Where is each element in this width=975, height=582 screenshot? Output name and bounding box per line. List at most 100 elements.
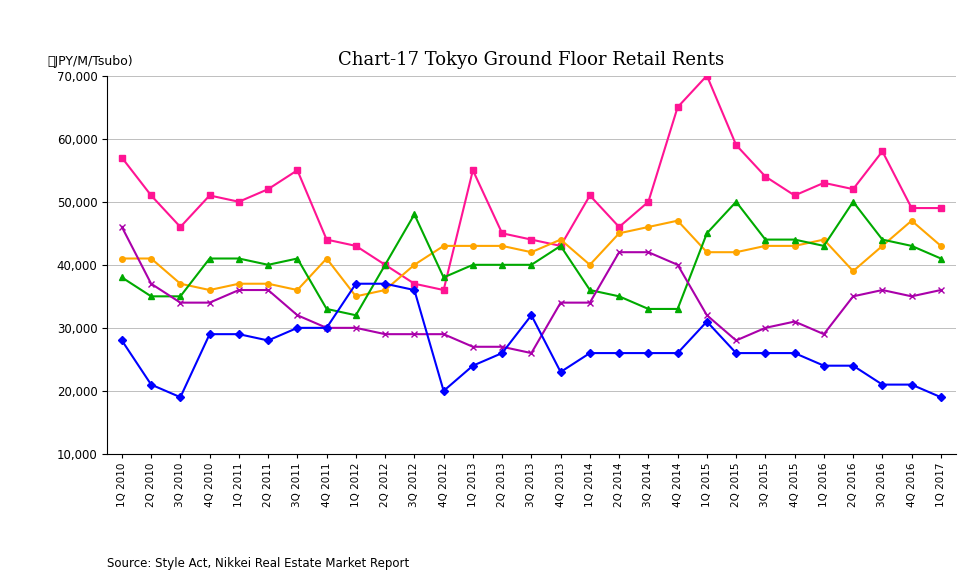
Omotesando [467,242,479,249]
Ikebukuro [701,318,713,325]
Shibuya [526,350,537,357]
Ginza [701,72,713,79]
Shinjuku [760,236,771,243]
Line: Shibuya: Shibuya [119,224,944,356]
Shinjuku [847,198,859,205]
Shibuya [379,331,391,338]
Ikebukuro [847,362,859,369]
Shinjuku [233,255,245,262]
Omotesando [438,242,449,249]
Ikebukuro [116,337,128,344]
Omotesando [145,255,157,262]
Shinjuku [672,306,683,313]
Shinjuku [175,293,186,300]
Ikebukuro [438,388,449,395]
Ikebukuro [350,281,362,288]
Shinjuku [526,261,537,268]
Omotesando [233,281,245,288]
Ikebukuro [409,286,420,293]
Shibuya [818,331,830,338]
Omotesando [760,242,771,249]
Shibuya [409,331,420,338]
Line: Ginza: Ginza [119,73,944,293]
Ikebukuro [526,312,537,319]
Shinjuku [584,286,596,293]
Shibuya [613,249,625,255]
Shibuya [847,293,859,300]
Omotesando [409,261,420,268]
Omotesando [701,249,713,255]
Ginza [379,261,391,268]
Ginza [672,104,683,111]
Shibuya [906,293,917,300]
Ikebukuro [584,350,596,357]
Ginza [233,198,245,205]
Shibuya [292,312,303,319]
Omotesando [584,261,596,268]
Omotesando [847,268,859,275]
Ginza [438,286,449,293]
Omotesando [116,255,128,262]
Omotesando [292,286,303,293]
Ikebukuro [292,324,303,331]
Ginza [526,236,537,243]
Ikebukuro [379,281,391,288]
Ginza [321,236,332,243]
Shinjuku [262,261,274,268]
Ginza [350,242,362,249]
Shibuya [145,281,157,288]
Shibuya [496,343,508,350]
Omotesando [935,242,947,249]
Text: Source: Style Act, Nikkei Real Estate Market Report: Source: Style Act, Nikkei Real Estate Ma… [107,558,410,570]
Omotesando [906,217,917,224]
Title: Chart-17 Tokyo Ground Floor Retail Rents: Chart-17 Tokyo Ground Floor Retail Rents [338,51,724,69]
Shinjuku [877,236,888,243]
Ginza [292,166,303,173]
Ginza [818,179,830,186]
Ginza [496,230,508,237]
Shibuya [730,337,742,344]
Shibuya [262,286,274,293]
Omotesando [789,242,800,249]
Omotesando [496,242,508,249]
Shibuya [175,299,186,306]
Ginza [116,154,128,161]
Omotesando [204,286,215,293]
Ginza [584,192,596,199]
Ikebukuro [145,381,157,388]
Shibuya [643,249,654,255]
Omotesando [877,242,888,249]
Omotesando [613,230,625,237]
Shinjuku [555,242,566,249]
Omotesando [350,293,362,300]
Omotesando [379,286,391,293]
Ginza [555,242,566,249]
Ginza [409,281,420,288]
Ginza [877,148,888,155]
Shibuya [233,286,245,293]
Shinjuku [350,312,362,319]
Omotesando [730,249,742,255]
Ikebukuro [877,381,888,388]
Ikebukuro [204,331,215,338]
Shibuya [116,223,128,230]
Ikebukuro [496,350,508,357]
Omotesando [818,236,830,243]
Ginza [847,186,859,193]
Shibuya [555,299,566,306]
Shinjuku [145,293,157,300]
Omotesando [672,217,683,224]
Shibuya [789,318,800,325]
Ikebukuro [233,331,245,338]
Ginza [789,192,800,199]
Shinjuku [409,211,420,218]
Shinjuku [730,198,742,205]
Ginza [613,223,625,230]
Shibuya [877,286,888,293]
Ginza [467,166,479,173]
Ginza [643,198,654,205]
Shibuya [467,343,479,350]
Omotesando [555,236,566,243]
Ikebukuro [672,350,683,357]
Ikebukuro [789,350,800,357]
